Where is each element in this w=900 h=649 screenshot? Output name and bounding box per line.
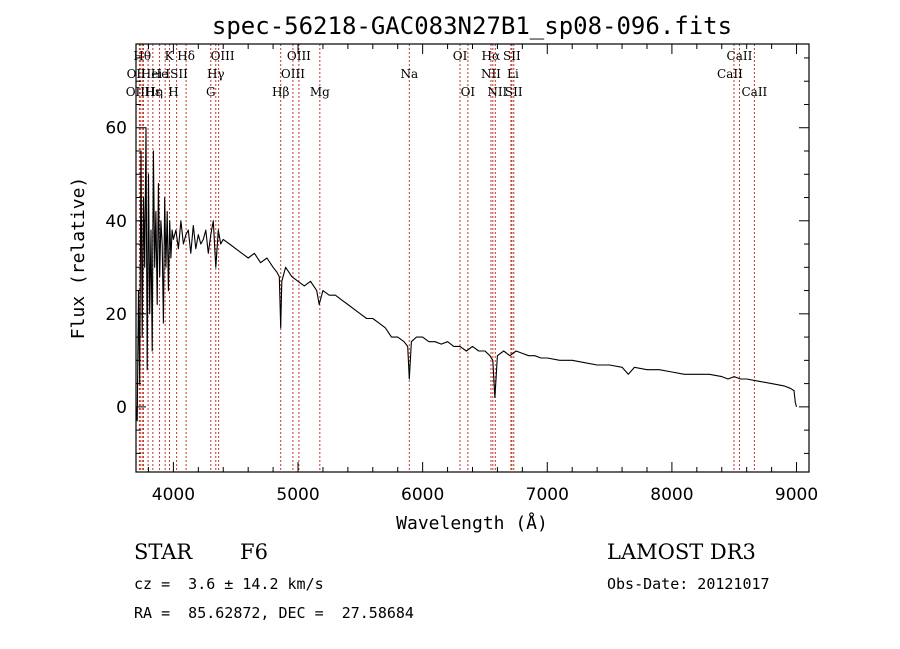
line-marker-label: He: [151, 67, 169, 81]
line-marker-label: OIII: [211, 49, 235, 63]
line-marker-label: Hγ: [207, 67, 225, 81]
line-marker-label: NII: [481, 67, 501, 81]
line-marker-label: CaII: [741, 85, 767, 99]
plot-frame: [135, 43, 810, 473]
line-marker-label: SII: [505, 85, 523, 99]
x-tick-label: 9000: [775, 485, 818, 505]
y-tick-label: 60: [105, 119, 127, 139]
line-marker-label: NII: [487, 85, 507, 99]
line-marker-label: Hδ: [177, 49, 195, 63]
y-tick-label: 40: [105, 212, 127, 232]
line-marker-label: Li: [507, 67, 519, 81]
spectrum-chart: spec-56218-GAC083N27B1_sp08-096.fits OII…: [68, 12, 818, 534]
line-marker-label: CaII: [717, 67, 743, 81]
line-marker-label: Hβ: [272, 85, 289, 99]
line-marker-label: Hη: [145, 85, 163, 99]
line-marker-label: OI: [461, 85, 476, 99]
line-marker-label: Hε: [144, 85, 161, 99]
x-axis-ticks: 4000 5000 6000 7000 8000 9000: [147, 44, 818, 505]
line-marker-labels: OIIOIIHθHeiHηHεHeKHISIIHδGHγOIIIHβOIIIOI…: [126, 49, 768, 99]
y-tick-label: 0: [116, 398, 127, 418]
spectrum-series-line: [135, 127, 798, 422]
x-tick-label: 7000: [526, 485, 569, 505]
line-marker-label: OIII: [287, 49, 311, 63]
chart-title: spec-56218-GAC083N27B1_sp08-096.fits: [212, 12, 732, 40]
x-tick-label: 6000: [401, 485, 444, 505]
object-class: STAR: [134, 540, 193, 564]
line-marker-label: Mg: [310, 85, 330, 99]
y-tick-label: 20: [105, 305, 127, 325]
y-axis-label: Flux (relative): [68, 177, 89, 340]
obs-date: Obs-Date: 20121017: [607, 575, 770, 593]
line-marker-label: SII: [503, 49, 521, 63]
survey-name: LAMOST DR3: [607, 540, 756, 564]
x-tick-label: 4000: [152, 485, 195, 505]
line-markers: [138, 44, 755, 472]
line-marker-label: CaII: [727, 49, 753, 63]
y-axis-ticks: 0 20 40 60: [105, 57, 809, 454]
line-marker-label: Na: [400, 67, 418, 81]
x-tick-label: 8000: [650, 485, 693, 505]
x-tick-label: 5000: [276, 485, 319, 505]
line-marker-label: Hei: [141, 67, 163, 81]
object-subclass: F6: [240, 540, 268, 564]
line-marker-label: OIII: [281, 67, 305, 81]
line-marker-label: K: [165, 49, 175, 63]
x-axis-label: Wavelength (Å): [396, 512, 548, 534]
line-marker-label: Hθ: [133, 49, 151, 63]
line-marker-label: G: [206, 85, 216, 99]
coordinates: RA = 85.62872, DEC = 27.58684: [134, 604, 414, 622]
line-marker-label: ISII: [165, 67, 188, 81]
redshift-readout: cz = 3.6 ± 14.2 km/s: [134, 575, 324, 593]
line-marker-label: OI: [453, 49, 468, 63]
line-marker-label: H: [168, 85, 178, 99]
line-marker-label: Hα: [482, 49, 501, 63]
